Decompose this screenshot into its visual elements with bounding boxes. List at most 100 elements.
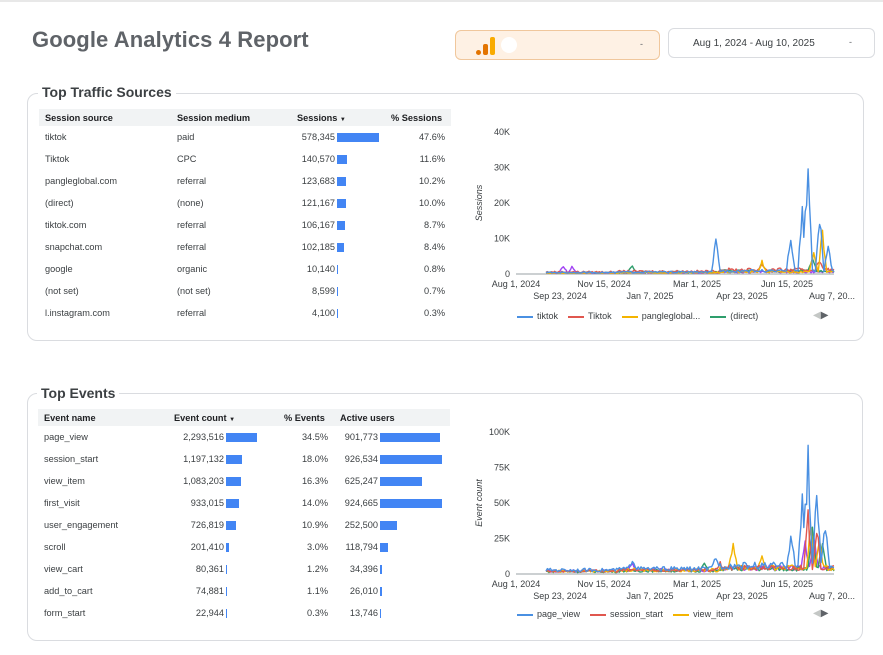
sessions-bar [337, 287, 338, 297]
legend-item[interactable]: Tiktok [568, 311, 612, 321]
date-range-picker[interactable]: Aug 1, 2024 - Aug 10, 2025 - [668, 28, 875, 58]
pct-events-cell: 3.0% [307, 542, 328, 552]
active-users-cell: 924,665 [334, 492, 450, 514]
pct-sessions-cell: 10.0% [418, 198, 445, 208]
table-row[interactable]: view_item 1,083,203 16.3% 625,247 [38, 470, 450, 492]
legend-swatch [568, 315, 585, 318]
legend-pager: ◀▶ [813, 310, 828, 321]
x-tick-label: Nov 15, 2024 [577, 279, 631, 289]
table-row[interactable]: l.instagram.com referral 4,100 0.3% [39, 302, 451, 324]
x-tick-label: Apr 23, 2025 [716, 291, 768, 301]
legend-swatch [590, 613, 607, 616]
traffic-sources-panel [27, 93, 864, 341]
session-medium-cell: referral [177, 308, 207, 318]
x-tick-label: Nov 15, 2024 [577, 579, 631, 589]
col-event-count-label: Event count [174, 412, 227, 423]
active-users-cell: 625,247 [334, 470, 450, 492]
event-name-cell: view_cart [44, 564, 83, 574]
col-session-medium[interactable]: Session medium [171, 109, 291, 126]
table-row[interactable]: (direct) (none) 121,167 10.0% [39, 192, 451, 214]
col-session-source[interactable]: Session source [39, 109, 171, 126]
session-medium-cell: (not set) [177, 286, 211, 296]
table-row[interactable]: pangleglobal.com referral 123,683 10.2% [39, 170, 451, 192]
x-tick-label: Jan 7, 2025 [626, 591, 673, 601]
x-tick-label: Jun 15, 2025 [761, 579, 813, 589]
col-event-count[interactable]: Event count ▼ [168, 409, 278, 426]
sessions-cell: 140,570 [291, 148, 385, 170]
event-count-cell: 726,819 [168, 514, 278, 536]
table-row[interactable]: snapchat.com referral 102,185 8.4% [39, 236, 451, 258]
event-count-bar [226, 521, 236, 531]
table-row[interactable]: page_view 2,293,516 34.5% 901,773 [38, 426, 450, 448]
legend-item[interactable]: tiktok [517, 311, 558, 321]
sessions-bar [337, 133, 379, 143]
legend-item[interactable]: (direct) [710, 311, 758, 321]
series-line-pangleglobal [545, 229, 835, 275]
sessions-value: 121,167 [301, 197, 335, 208]
x-tick-label: Sep 23, 2024 [533, 291, 587, 301]
legend-swatch [673, 613, 690, 616]
col-pct-sessions[interactable]: % Sessions [385, 109, 451, 126]
y-tick-label: 0 [505, 269, 510, 279]
legend-prev-button[interactable]: ◀ [813, 310, 821, 321]
y-tick-label: 10K [494, 234, 510, 244]
event-count-value: 2,293,516 [183, 431, 224, 442]
active-users-bar [380, 433, 440, 443]
legend-swatch [710, 315, 727, 318]
sessions-cell: 8,599 [291, 280, 385, 302]
x-tick-label: Mar 1, 2025 [673, 579, 721, 589]
table-row[interactable]: tiktok.com referral 106,167 8.7% [39, 214, 451, 236]
table-row[interactable]: tiktok paid 578,345 47.6% [39, 126, 451, 148]
table-row[interactable]: (not set) (not set) 8,599 0.7% [39, 280, 451, 302]
legend-item[interactable]: pangleglobal... [621, 311, 700, 321]
table-row[interactable]: form_start 22,944 0.3% 13,746 [38, 602, 450, 624]
col-active-users[interactable]: Active users [334, 409, 450, 426]
pct-sessions-cell: 11.6% [419, 154, 445, 164]
legend-item[interactable]: session_start [590, 609, 663, 619]
table-row[interactable]: scroll 201,410 3.0% 118,794 [38, 536, 450, 558]
active-users-bar [380, 609, 381, 619]
col-pct-events[interactable]: % Events [278, 409, 334, 426]
legend-prev-button[interactable]: ◀ [813, 608, 821, 619]
sessions-value: 578,345 [301, 131, 335, 142]
event-name-cell: scroll [44, 542, 66, 552]
x-tick-label: Jan 7, 2025 [626, 291, 673, 301]
table-row[interactable]: user_engagement 726,819 10.9% 252,500 [38, 514, 450, 536]
event-count-cell: 1,083,203 [168, 470, 278, 492]
table-row[interactable]: session_start 1,197,132 18.0% 926,534 [38, 448, 450, 470]
y-tick-label: 40K [494, 127, 510, 137]
sessions-timeseries-chart: 0 10K 20K 30K 40K Sessions Aug 1, 2024 Nov 15, … [474, 127, 855, 301]
table-row[interactable]: Tiktok CPC 140,570 11.6% [39, 148, 451, 170]
legend-item[interactable]: view_item [673, 609, 733, 619]
legend-next-button[interactable]: ▶ [820, 310, 829, 321]
pct-sessions-cell: 0.8% [424, 264, 445, 274]
active-users-cell: 34,396 [334, 558, 450, 580]
series-line-tiktok [545, 168, 835, 274]
sessions-value: 4,100 [312, 307, 335, 318]
table-row[interactable]: add_to_cart 74,881 1.1% 26,010 [38, 580, 450, 602]
table-row[interactable]: google organic 10,140 0.8% [39, 258, 451, 280]
event-name-cell: add_to_cart [44, 586, 93, 596]
x-tick-label: Jun 15, 2025 [761, 279, 813, 289]
session-source-cell: (not set) [45, 286, 79, 296]
pct-events-cell: 10.9% [301, 520, 328, 530]
top-border [0, 0, 883, 2]
session-medium-cell: referral [177, 176, 207, 186]
session-medium-cell: paid [177, 132, 195, 142]
property-selector[interactable]: - [455, 30, 660, 60]
session-source-cell: google [45, 264, 73, 274]
sessions-bar [337, 155, 347, 165]
legend-item[interactable]: page_view [517, 609, 580, 619]
table-header-row: Session source Session medium Sessions ▼… [39, 109, 451, 126]
active-users-cell: 901,773 [334, 426, 450, 448]
table-row[interactable]: view_cart 80,361 1.2% 34,396 [38, 558, 450, 580]
table-row[interactable]: first_visit 933,015 14.0% 924,665 [38, 492, 450, 514]
col-sessions[interactable]: Sessions ▼ [291, 109, 385, 126]
event-count-bar [226, 499, 239, 509]
col-event-name[interactable]: Event name [38, 409, 168, 426]
x-tick-label: Mar 1, 2025 [673, 279, 721, 289]
legend-next-button[interactable]: ▶ [820, 608, 829, 619]
pct-events-cell: 34.5% [301, 432, 328, 442]
sort-desc-icon: ▼ [229, 416, 236, 423]
active-users-bar [380, 565, 382, 575]
